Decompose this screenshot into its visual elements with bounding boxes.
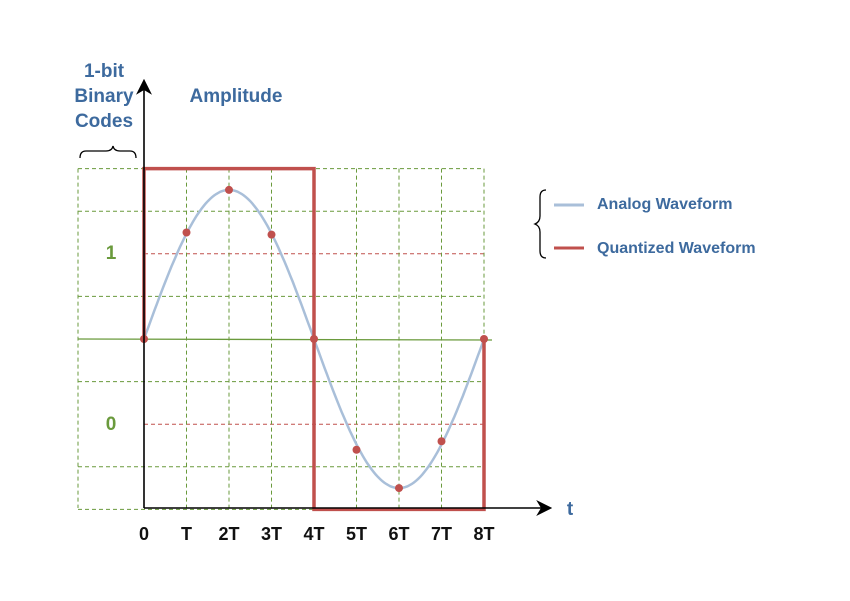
x-tick-label: 2T — [218, 524, 239, 544]
codes-title-2: Binary — [74, 86, 134, 107]
sample-point — [182, 228, 191, 237]
sample-point — [225, 185, 233, 194]
x-axis-label: t — [567, 499, 574, 520]
codes-brace — [79, 145, 137, 159]
codes-title-1: 1-bit — [84, 61, 125, 82]
y-axis-label: Amplitude — [190, 86, 283, 107]
legend-brace — [533, 189, 547, 259]
legend-analog-label: Analog Waveform — [597, 196, 732, 213]
x-tick-label: T — [181, 524, 192, 544]
legend-quantized-label: Quantized Waveform — [597, 240, 756, 257]
x-tick-label: 3T — [261, 524, 282, 544]
sample-point — [395, 484, 403, 493]
x-tick-label: 5T — [346, 524, 367, 544]
sample-point — [480, 335, 488, 343]
x-tick-label: 6T — [388, 524, 409, 544]
sample-point — [310, 335, 318, 343]
x-tick-label: 8T — [473, 524, 494, 544]
codes-title-3: Codes — [75, 111, 133, 132]
sample-point — [352, 445, 361, 454]
sample-point — [437, 437, 446, 446]
x-tick-label: 7T — [431, 524, 452, 544]
x-tick-label: 4T — [303, 524, 324, 544]
sample-point — [267, 230, 276, 239]
code-0-label: 0 — [106, 414, 117, 435]
x-tick-label: 0 — [139, 524, 149, 544]
code-1-label: 1 — [106, 243, 117, 264]
waveforms — [140, 166, 488, 512]
